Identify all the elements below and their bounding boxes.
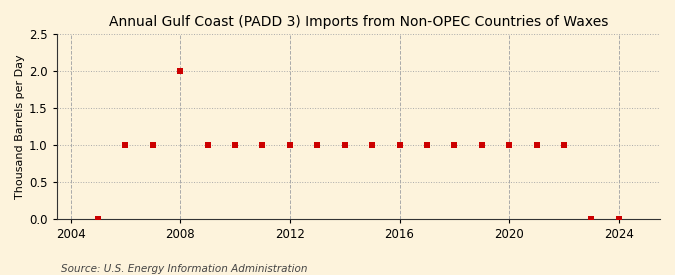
Point — [559, 143, 570, 147]
Point — [284, 143, 295, 147]
Point — [367, 143, 377, 147]
Point — [504, 143, 514, 147]
Point — [92, 216, 103, 221]
Point — [422, 143, 433, 147]
Point — [449, 143, 460, 147]
Point — [175, 69, 186, 73]
Point — [230, 143, 240, 147]
Point — [477, 143, 487, 147]
Title: Annual Gulf Coast (PADD 3) Imports from Non-OPEC Countries of Waxes: Annual Gulf Coast (PADD 3) Imports from … — [109, 15, 608, 29]
Y-axis label: Thousand Barrels per Day: Thousand Barrels per Day — [15, 54, 25, 199]
Point — [586, 216, 597, 221]
Point — [614, 216, 624, 221]
Point — [312, 143, 323, 147]
Point — [202, 143, 213, 147]
Point — [340, 143, 350, 147]
Point — [147, 143, 158, 147]
Point — [257, 143, 268, 147]
Point — [394, 143, 405, 147]
Text: Source: U.S. Energy Information Administration: Source: U.S. Energy Information Administ… — [61, 264, 307, 274]
Point — [120, 143, 131, 147]
Point — [531, 143, 542, 147]
